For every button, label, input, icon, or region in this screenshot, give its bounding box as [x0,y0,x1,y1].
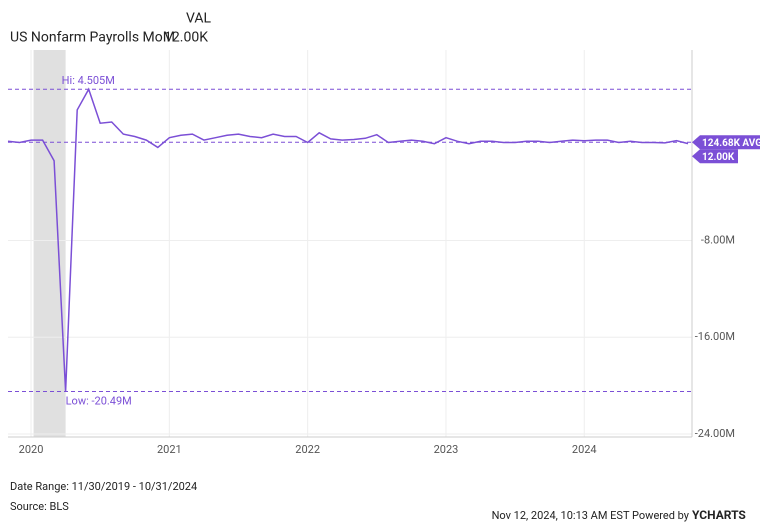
last-flag [692,149,738,164]
x-tick-label: 2023 [434,443,459,456]
brand: YCHARTS [692,508,746,522]
chart-title: US Nonfarm Payrolls MoM [10,30,175,46]
y-tick-label: -8.00M [701,233,735,246]
hi-label: Hi: 4.505M [62,74,115,87]
x-tick-label: 2022 [295,443,320,456]
timestamp: Nov 12, 2024, 10:13 AM EST Powered by [492,509,690,522]
y-tick-label: -16.00M [695,330,735,343]
date-range: Date Range: 11/30/2019 - 10/31/2024 [10,480,197,493]
x-tick-label: 2020 [19,443,44,456]
x-tick-label: 2024 [572,443,597,456]
x-tick-label: 2021 [157,443,182,456]
y-tick-label: -24.00M [695,427,735,440]
shaded-period [33,50,66,437]
last-label: 12.00K [702,152,735,163]
avg-label: 124.68K AVG [702,138,762,149]
low-label: Low: -20.49M [66,394,132,407]
line [7,87,689,392]
avg-flag [692,135,760,150]
header-col: VAL [186,11,212,27]
source: Source: BLS [10,500,69,513]
header-value: 12.00K [164,30,208,46]
